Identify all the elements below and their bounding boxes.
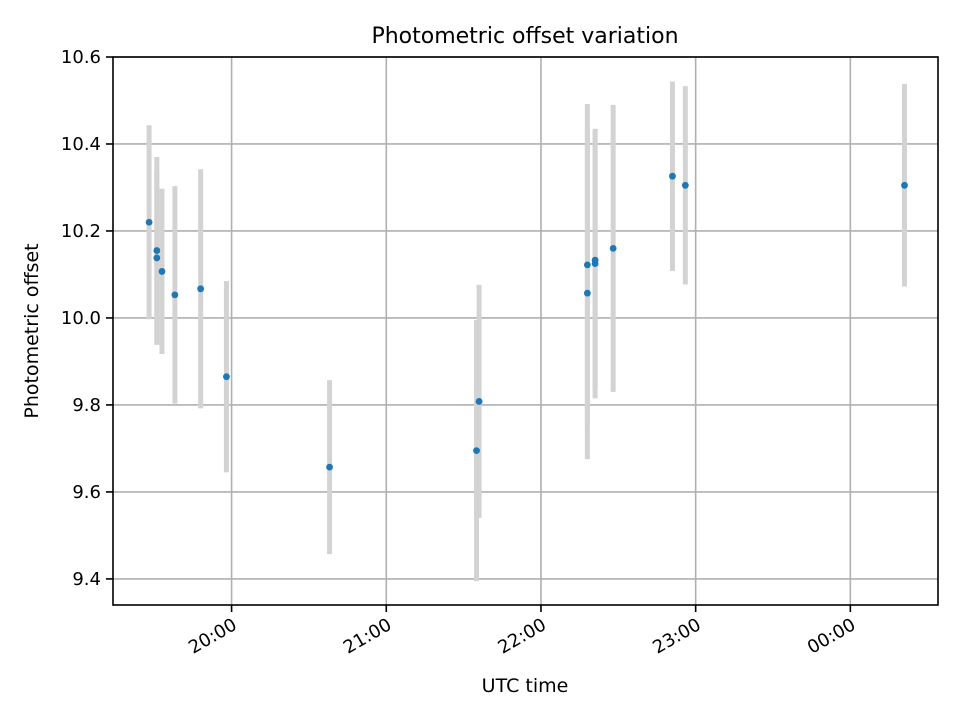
data-point <box>681 181 689 189</box>
data-point <box>475 398 483 405</box>
data-points <box>145 172 908 471</box>
y-tick-label: 10.6 <box>61 47 101 68</box>
y-axis-label: Photometric offset <box>21 243 43 418</box>
data-point <box>609 244 617 252</box>
data-point <box>153 254 161 262</box>
data-point <box>153 247 161 254</box>
data-point <box>669 172 676 180</box>
y-tick-label: 9.6 <box>72 482 101 503</box>
grid <box>113 56 938 605</box>
data-point <box>326 463 333 471</box>
y-tick-label: 10.2 <box>61 221 101 242</box>
data-point <box>583 289 591 297</box>
data-point <box>145 218 153 226</box>
data-point <box>583 261 591 269</box>
y-tick-label: 9.4 <box>72 569 101 590</box>
data-point <box>591 256 599 264</box>
chart-title: Photometric offset variation <box>371 24 678 49</box>
data-point <box>158 268 166 275</box>
data-point <box>171 291 179 299</box>
data-point <box>473 447 480 455</box>
y-tick-label: 10.0 <box>61 308 101 329</box>
y-tick-label: 9.8 <box>72 395 101 416</box>
x-axis-label: UTC time <box>482 675 569 697</box>
plot-frame <box>112 56 939 606</box>
y-tick-label: 10.4 <box>61 134 101 155</box>
data-point <box>223 373 230 381</box>
data-point <box>197 285 205 293</box>
data-point <box>901 181 908 189</box>
